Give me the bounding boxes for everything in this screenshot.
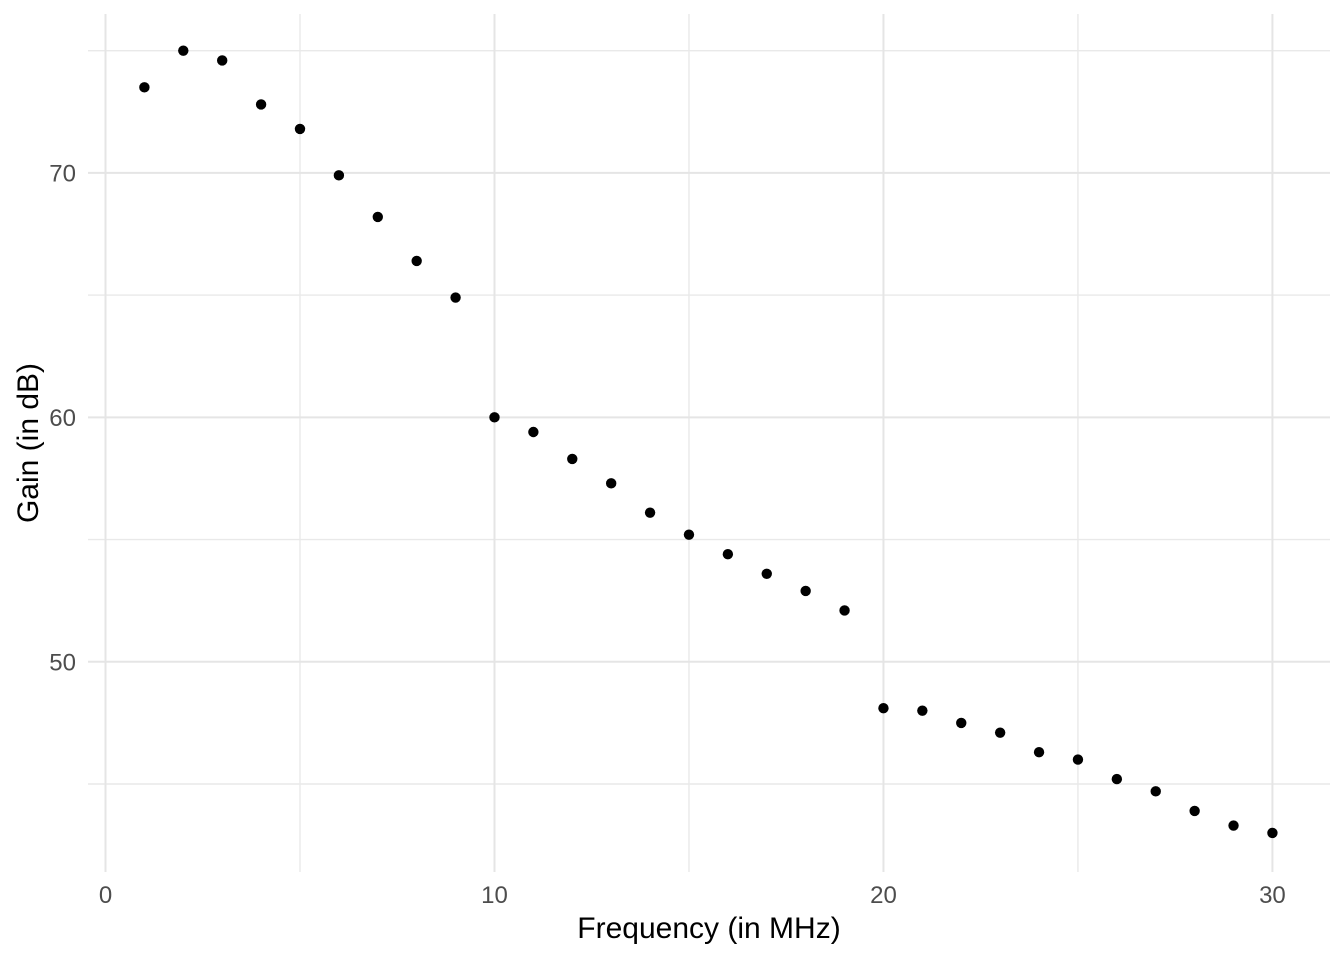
data-point: [216, 55, 228, 66]
data-point: [411, 255, 422, 267]
data-point: [333, 170, 345, 181]
data-point: [878, 703, 889, 714]
data-point: [1228, 820, 1239, 831]
data-point: [1111, 773, 1123, 785]
data-point: [917, 705, 928, 716]
major-gridlines: [88, 14, 1330, 872]
data-point: [605, 478, 617, 489]
data-point: [294, 123, 306, 135]
x-axis-title: Frequency (in MHz): [577, 912, 840, 945]
data-point: [139, 82, 150, 93]
data-point: [1189, 805, 1200, 817]
data-point: [644, 507, 656, 518]
minor-gridlines: [88, 14, 1330, 872]
data-point: [722, 549, 734, 560]
data-point: [1267, 827, 1278, 839]
data-point: [489, 412, 500, 423]
data-point: [255, 99, 267, 110]
data-point: [956, 717, 967, 729]
data-point: [994, 727, 1006, 738]
data-point: [1033, 747, 1045, 758]
x-tick-label: 20: [870, 882, 897, 909]
data-point: [683, 529, 695, 540]
data-point: [1072, 754, 1084, 765]
data-points: [139, 45, 1278, 839]
y-tick-label: 70: [49, 160, 76, 187]
data-point: [800, 585, 811, 597]
y-axis-tick-labels: 50 60 70: [49, 160, 76, 676]
data-point: [178, 45, 189, 56]
data-point: [372, 211, 383, 223]
data-point: [567, 453, 578, 465]
data-point: [450, 292, 461, 303]
x-tick-label: 30: [1259, 882, 1286, 909]
data-point: [528, 426, 539, 438]
x-tick-label: 10: [481, 882, 508, 909]
data-point: [1150, 786, 1161, 797]
y-axis-title: Gain (in dB): [12, 363, 45, 523]
data-point: [839, 605, 850, 616]
data-point: [761, 568, 772, 579]
x-axis-tick-labels: 0 10 20 30: [99, 882, 1286, 909]
x-tick-label: 0: [99, 882, 112, 909]
y-tick-label: 50: [49, 649, 76, 676]
y-tick-label: 60: [49, 405, 76, 432]
